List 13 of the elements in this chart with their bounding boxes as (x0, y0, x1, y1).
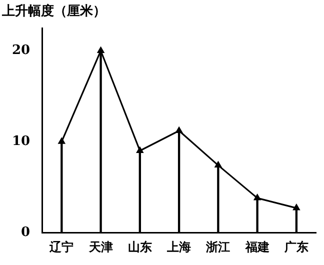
x-tick-label: 上海 (166, 240, 192, 254)
x-tick-label: 山东 (128, 240, 152, 254)
point (292, 204, 300, 210)
y-tick-label: 10 (12, 134, 30, 150)
y-tick-label: 20 (12, 43, 30, 58)
x-tick-label: 福建 (244, 240, 270, 254)
x-tick-label: 天津 (88, 240, 113, 254)
x-tick-label: 辽宁 (48, 240, 74, 254)
y-tick-label: 0 (21, 224, 30, 240)
x-tick-label: 浙江 (205, 240, 230, 254)
point (58, 138, 66, 144)
x-tick-label: 广东 (283, 240, 308, 254)
y-axis-title: 上升幅度（厘米） (2, 2, 106, 20)
